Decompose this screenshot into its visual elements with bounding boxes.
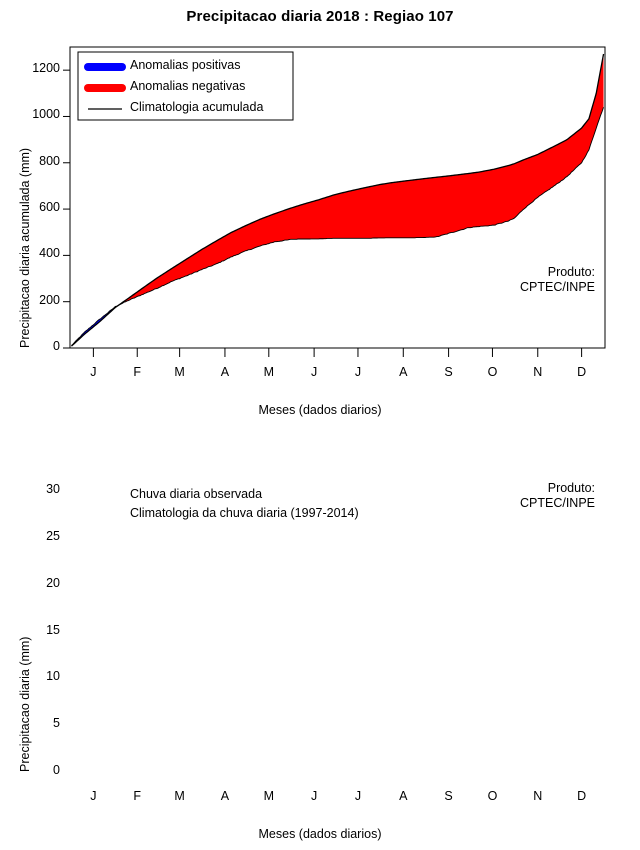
top-x-tick-0: J bbox=[90, 365, 97, 379]
daily-precipitation-panel: Precipitacao diaria (mm) Meses (dados di… bbox=[0, 425, 640, 850]
bottom-y-tick-4: 20 bbox=[46, 575, 60, 590]
top-x-tick-1: F bbox=[133, 365, 142, 379]
bottom-y-tick-6: 30 bbox=[46, 482, 60, 497]
bottom-x-tick-4: M bbox=[263, 789, 274, 803]
bottom-y-axis-title: Precipitacao diaria (mm) bbox=[18, 636, 32, 772]
bottom-produto-line2: CPTEC/INPE bbox=[519, 496, 595, 510]
top-y-tick-4: 800 bbox=[39, 153, 60, 168]
bottom-y-tick-3: 15 bbox=[46, 622, 60, 637]
top-x-tick-11: D bbox=[577, 365, 587, 379]
top-legend-item-2: Climatologia acumulada bbox=[130, 100, 264, 114]
top-y-tick-5: 1000 bbox=[32, 107, 60, 122]
top-annotation-produto: Produto: CPTEC/INPE bbox=[455, 265, 595, 295]
top-x-tick-9: O bbox=[487, 365, 498, 379]
top-legend-item-0: Anomalias positivas bbox=[130, 58, 241, 72]
top-x-axis-title: Meses (dados diarios) bbox=[258, 403, 382, 417]
accumulated-precipitation-plot bbox=[63, 46, 606, 357]
accumulated-precipitation-panel: Precipitacao diaria 2018 : Regiao 107 Pr… bbox=[18, 8, 606, 417]
top-x-tick-10: N bbox=[533, 365, 543, 379]
bottom-annotation-produto: Produto: CPTEC/INPE bbox=[455, 481, 595, 511]
bottom-x-tick-3: A bbox=[220, 789, 230, 803]
bottom-legend-item-1: Climatologia da chuva diaria (1997-2014) bbox=[130, 506, 359, 520]
top-y-tick-6: 1200 bbox=[32, 61, 60, 76]
top-x-tick-7: A bbox=[399, 365, 408, 379]
bottom-produto-line1: Produto: bbox=[547, 481, 595, 495]
top-produto-line1: Produto: bbox=[547, 265, 595, 279]
top-legend-item-1: Anomalias negativas bbox=[130, 79, 246, 93]
bottom-y-tick-5: 25 bbox=[46, 528, 60, 543]
top-x-tick-4: M bbox=[263, 365, 274, 379]
top-x-tick-2: M bbox=[174, 365, 185, 379]
top-x-tick-3: A bbox=[220, 365, 230, 379]
bottom-x-tick-2: M bbox=[174, 789, 185, 803]
top-produto-line2: CPTEC/INPE bbox=[519, 280, 595, 294]
top-y-tick-0: 0 bbox=[53, 339, 60, 353]
page-title: Precipitacao diaria 2018 : Regiao 107 bbox=[186, 8, 454, 25]
bottom-x-tick-5: J bbox=[310, 789, 318, 803]
top-y-tick-2: 400 bbox=[39, 246, 60, 261]
top-x-tick-8: S bbox=[444, 365, 453, 379]
bottom-x-tick-1: F bbox=[133, 789, 142, 803]
bottom-x-tick-6: J bbox=[354, 789, 362, 803]
bottom-x-tick-11: D bbox=[577, 789, 587, 803]
bottom-y-tick-1: 5 bbox=[53, 716, 60, 731]
bottom-x-tick-8: S bbox=[444, 789, 453, 803]
bottom-x-tick-10: N bbox=[533, 789, 543, 803]
bottom-x-axis-title: Meses (dados diarios) bbox=[258, 827, 382, 841]
bottom-legend-item-0: Chuva diaria observada bbox=[130, 487, 263, 501]
bottom-x-tick-7: A bbox=[399, 789, 408, 803]
bottom-y-tick-0: 0 bbox=[53, 763, 60, 777]
bottom-x-tick-9: O bbox=[487, 789, 498, 803]
bottom-x-tick-0: J bbox=[90, 789, 97, 803]
top-y-tick-1: 200 bbox=[39, 292, 60, 307]
top-y-tick-3: 600 bbox=[39, 200, 60, 215]
bottom-y-tick-2: 10 bbox=[46, 669, 60, 684]
top-x-tick-6: J bbox=[354, 365, 362, 379]
top-x-tick-5: J bbox=[310, 365, 318, 379]
